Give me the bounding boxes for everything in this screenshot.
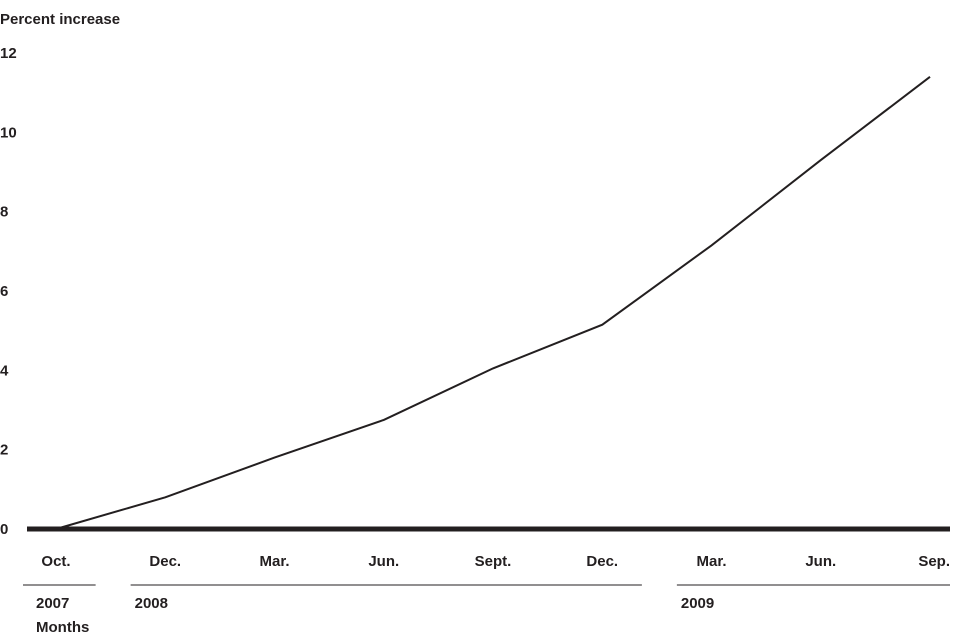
- year-label: 2007: [36, 595, 69, 612]
- x-tick-label: Dec.: [586, 553, 618, 570]
- series-line: [55, 76, 931, 530]
- x-tick-labels: Oct. Dec. Mar. Jun. Sept. Dec. Mar. Jun. Sep.: [41, 553, 950, 570]
- x-tick-label: Jun.: [368, 553, 399, 570]
- x-tick-label: Dec.: [149, 553, 181, 570]
- x-tick-label: Mar.: [259, 553, 289, 570]
- y-tick-label: 10: [0, 124, 17, 141]
- y-tick-label: 8: [0, 204, 8, 221]
- x-tick-label: Mar.: [696, 553, 726, 570]
- x-tick-label: Sep.: [918, 553, 950, 570]
- year-label: 2008: [135, 595, 168, 612]
- y-tick-label: 6: [0, 283, 8, 300]
- y-tick-label: 12: [0, 45, 17, 62]
- year-groups: 2007 2008 2009: [23, 584, 950, 612]
- year-label: 2009: [681, 595, 714, 612]
- x-tick-label: Sept.: [475, 553, 512, 570]
- y-axis-title: Percent increase: [0, 11, 120, 28]
- y-tick-label: 2: [0, 442, 8, 459]
- y-tick-label: 0: [0, 521, 8, 538]
- y-tick-label: 4: [0, 362, 9, 379]
- x-tick-label: Jun.: [805, 553, 836, 570]
- x-tick-label: Oct.: [41, 553, 70, 570]
- y-tick-labels: 0 2 4 6 8 10 12: [0, 45, 17, 538]
- x-axis-title: Months: [36, 619, 89, 636]
